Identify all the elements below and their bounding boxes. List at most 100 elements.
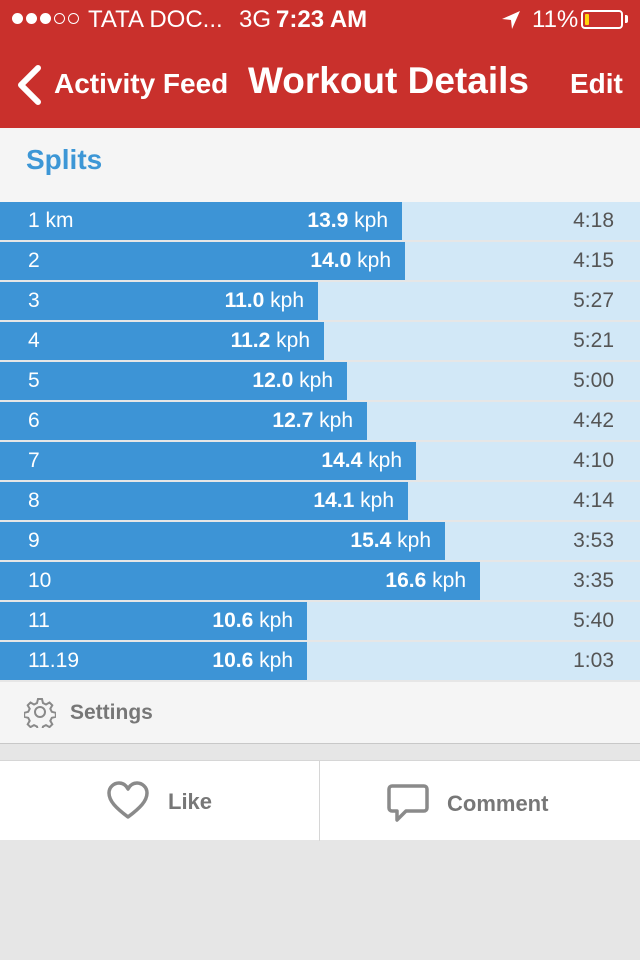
split-row: 11.2 kph 4 5:21	[0, 322, 640, 360]
gear-icon	[24, 698, 56, 728]
split-speed-value: 14.1	[313, 489, 355, 512]
split-speed-unit: kph	[357, 249, 391, 272]
split-speed-value: 16.6	[385, 569, 427, 592]
split-speed: 13.9 kph	[307, 202, 388, 240]
split-row: 14.1 kph 8 4:14	[0, 482, 640, 520]
split-speed-unit: kph	[259, 649, 293, 672]
split-speed-unit: kph	[368, 449, 402, 472]
split-label: 1 km	[28, 209, 74, 232]
split-speed-value: 10.6	[212, 649, 254, 672]
split-row: 11.0 kph 3 5:27	[0, 282, 640, 320]
location-arrow-icon	[502, 11, 520, 29]
split-time: 4:10	[573, 449, 614, 472]
split-label: 11	[28, 609, 50, 632]
split-row: 12.7 kph 6 4:42	[0, 402, 640, 440]
split-row: 10.6 kph 11.19 1:03	[0, 642, 640, 680]
split-speed-value: 14.4	[321, 449, 363, 472]
split-row: 10.6 kph 11 5:40	[0, 602, 640, 640]
heart-icon	[107, 781, 149, 819]
split-speed-bar: 12.7 kph	[0, 402, 367, 440]
signal-strength-icon	[12, 13, 82, 27]
split-speed: 16.6 kph	[385, 562, 466, 600]
signal-dot	[54, 13, 65, 24]
edit-button[interactable]: Edit	[570, 68, 623, 99]
status-time: 7:23 AM	[276, 6, 368, 33]
split-label: 2	[28, 249, 40, 272]
split-label: 3	[28, 289, 40, 312]
split-label: 11.19	[28, 649, 79, 672]
split-time: 4:18	[573, 209, 614, 232]
battery-icon	[581, 10, 623, 29]
split-speed-unit: kph	[354, 209, 388, 232]
split-speed-unit: kph	[360, 489, 394, 512]
split-time: 5:27	[573, 289, 614, 312]
split-time: 1:03	[573, 649, 614, 672]
split-time: 5:00	[573, 369, 614, 392]
split-speed-unit: kph	[319, 409, 353, 432]
split-speed: 11.0 kph	[225, 282, 304, 320]
signal-dot	[68, 13, 79, 24]
split-row: 12.0 kph 5 5:00	[0, 362, 640, 400]
split-speed-bar: 16.6 kph	[0, 562, 480, 600]
split-speed-bar: 14.1 kph	[0, 482, 408, 520]
split-speed-bar: 11.0 kph	[0, 282, 318, 320]
split-speed-bar: 14.0 kph	[0, 242, 405, 280]
action-bar: Like Comment	[0, 760, 640, 841]
settings-row[interactable]: Settings	[0, 682, 640, 744]
settings-label: Settings	[70, 701, 153, 724]
split-speed-unit: kph	[270, 289, 304, 312]
comment-icon	[387, 784, 429, 822]
split-row: 14.4 kph 7 4:10	[0, 442, 640, 480]
split-speed-unit: kph	[397, 529, 431, 552]
back-chevron-icon[interactable]	[14, 64, 44, 106]
split-speed-value: 12.0	[252, 369, 294, 392]
split-row: 16.6 kph 10 3:35	[0, 562, 640, 600]
battery-tip	[625, 15, 628, 23]
split-speed-bar: 10.6 kph	[0, 602, 307, 640]
signal-dot	[26, 13, 37, 24]
split-speed-unit: kph	[432, 569, 466, 592]
signal-dot	[40, 13, 51, 24]
split-speed-unit: kph	[276, 329, 310, 352]
split-label: 6	[28, 409, 40, 432]
split-speed-bar: 14.4 kph	[0, 442, 416, 480]
split-time: 4:15	[573, 249, 614, 272]
split-speed-bar: 13.9 kph	[0, 202, 402, 240]
split-speed-bar: 12.0 kph	[0, 362, 347, 400]
splits-title: Splits	[26, 144, 103, 175]
split-time: 3:53	[573, 529, 614, 552]
split-speed: 10.6 kph	[212, 602, 293, 640]
split-time: 4:14	[573, 489, 614, 512]
split-speed-value: 11.0	[224, 289, 265, 312]
split-speed-value: 11.2	[230, 329, 271, 352]
split-speed: 14.0 kph	[310, 242, 391, 280]
split-speed: 12.0 kph	[252, 362, 333, 400]
comment-button[interactable]: Comment	[320, 761, 640, 841]
comment-label: Comment	[447, 791, 549, 816]
split-time: 5:40	[573, 609, 614, 632]
like-button[interactable]: Like	[0, 761, 319, 841]
action-divider	[319, 761, 320, 841]
split-label: 7	[28, 449, 40, 472]
split-speed-bar: 10.6 kph	[0, 642, 307, 680]
battery-percentage: 11%	[532, 6, 579, 33]
split-speed-value: 14.0	[310, 249, 352, 272]
split-row: 13.9 kph 1 km 4:18	[0, 202, 640, 240]
split-speed: 11.2 kph	[231, 322, 310, 360]
split-time: 5:21	[573, 329, 614, 352]
split-speed-value: 15.4	[350, 529, 392, 552]
header: TATA DOC... 3G 7:23 AM 11% Activity Feed…	[0, 0, 640, 128]
split-speed: 12.7 kph	[272, 402, 353, 440]
back-button[interactable]: Activity Feed	[54, 68, 229, 99]
split-row: 15.4 kph 9 3:53	[0, 522, 640, 560]
split-speed-value: 10.6	[212, 609, 254, 632]
split-label: 9	[28, 529, 40, 552]
split-label: 8	[28, 489, 40, 512]
split-speed-bar: 11.2 kph	[0, 322, 324, 360]
split-speed-value: 12.7	[272, 409, 314, 432]
page-title: Workout Details	[248, 60, 529, 101]
split-speed-value: 13.9	[307, 209, 349, 232]
split-label: 4	[28, 329, 40, 352]
splits-list: 13.9 kph 1 km 4:18 14.0 kph 2 4:15 11.0 kph 3 5:…	[0, 202, 640, 682]
split-speed-unit: kph	[299, 369, 333, 392]
